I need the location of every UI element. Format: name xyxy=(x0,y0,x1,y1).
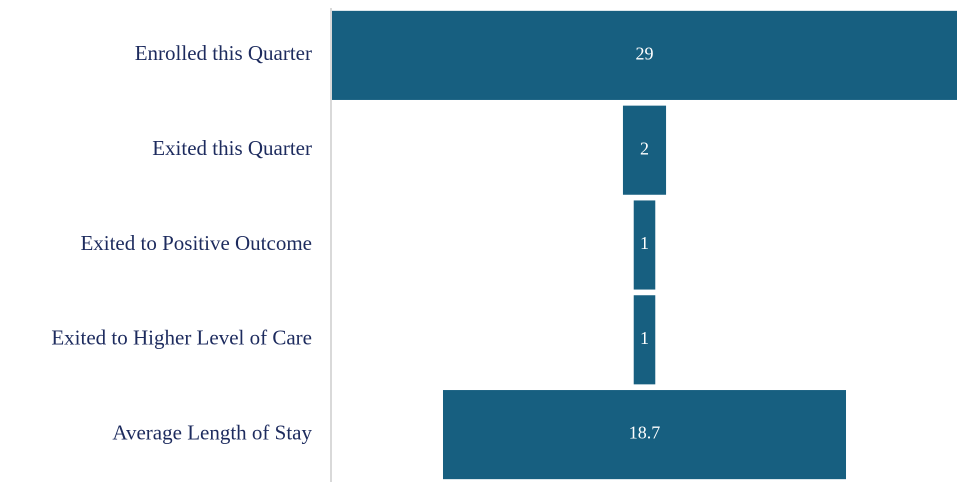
category-label: Exited to Higher Level of Care xyxy=(51,326,312,350)
value-label: 29 xyxy=(636,44,654,64)
value-label: 18.7 xyxy=(629,423,661,443)
category-label: Enrolled this Quarter xyxy=(135,41,312,65)
category-label: Exited to Positive Outcome xyxy=(80,231,312,255)
category-label: Average Length of Stay xyxy=(112,420,312,444)
value-label: 1 xyxy=(640,233,649,253)
bar xyxy=(633,295,656,385)
category-label: Exited this Quarter xyxy=(152,136,312,160)
value-label: 1 xyxy=(640,328,649,348)
bar xyxy=(622,105,667,195)
bar xyxy=(332,10,957,100)
bar xyxy=(442,390,847,480)
value-label: 2 xyxy=(640,138,649,158)
bar xyxy=(633,200,656,290)
